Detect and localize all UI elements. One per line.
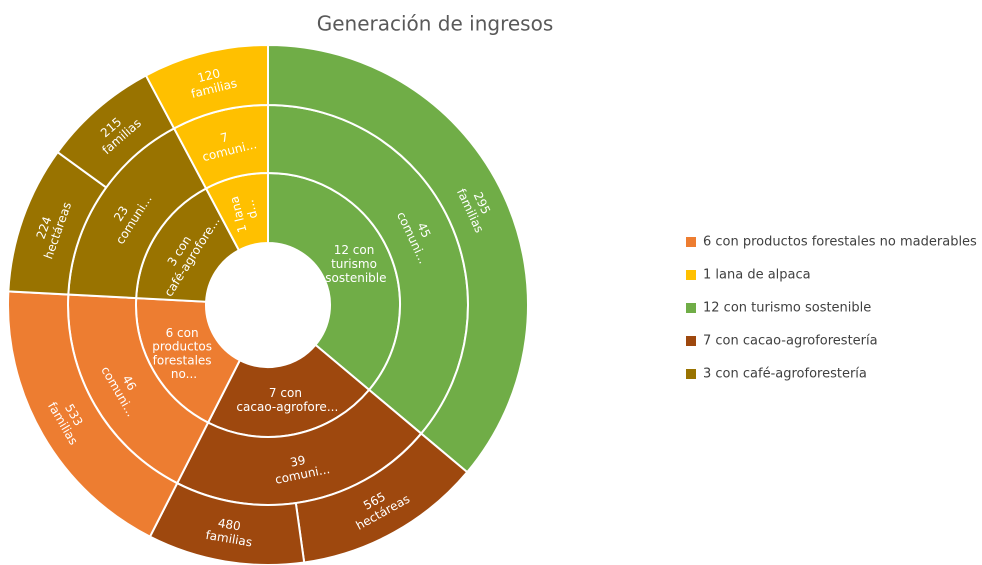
segment-label: 12 con turismo sostenible xyxy=(325,243,386,285)
legend-swatch xyxy=(686,303,696,313)
segment xyxy=(144,43,269,130)
legend-swatch xyxy=(686,336,696,346)
legend-label: 6 con productos forestales no maderables xyxy=(703,235,977,250)
legend-label: 1 lana de alpaca xyxy=(703,268,811,283)
segment-label: 7 con cacao-agrofore... xyxy=(236,386,338,414)
legend-swatch xyxy=(686,270,696,280)
segment-label: 6 con productos forestales no... xyxy=(152,325,216,380)
legend-label: 7 con cacao-agroforestería xyxy=(703,334,878,349)
legend-label: 12 con turismo sostenible xyxy=(703,301,871,316)
legend-label: 3 con café-agroforestería xyxy=(703,367,867,382)
legend-swatch xyxy=(686,369,696,379)
segment xyxy=(267,43,529,474)
chart-title: Generación de ingresos xyxy=(317,12,554,36)
legend-swatch xyxy=(686,237,696,247)
